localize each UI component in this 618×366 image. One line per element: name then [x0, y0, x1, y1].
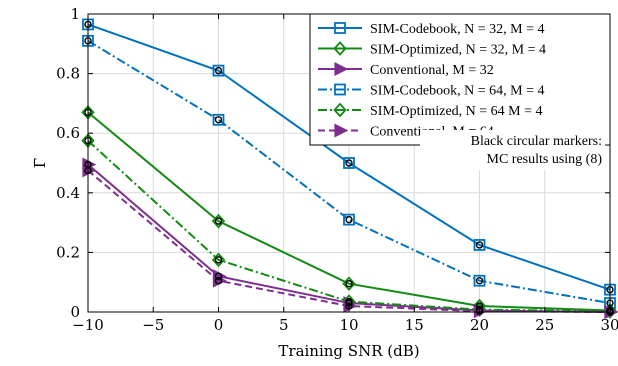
legend-marker — [334, 62, 349, 76]
mc-result-marker — [214, 66, 223, 75]
legend-marker — [334, 83, 346, 96]
series-line — [87, 111, 611, 312]
x-axis-label: Training SNR (dB) — [278, 342, 419, 360]
annotation-line: Black circular markers: — [471, 134, 602, 149]
x-tick-label: 5 — [279, 316, 289, 334]
mc-result-marker — [214, 217, 223, 225]
annotation-background — [420, 130, 605, 170]
mc-result-marker — [214, 277, 223, 285]
annotation-line: MC results using (8) — [487, 152, 603, 167]
series-6 — [82, 163, 618, 319]
x-tick-label: 30 — [600, 316, 618, 334]
data-point — [473, 274, 486, 287]
data-point — [211, 213, 226, 229]
series-line — [87, 139, 611, 313]
x-tick-label: 20 — [470, 316, 489, 334]
y-tick-label: 0.8 — [56, 65, 80, 83]
legend-marker — [333, 102, 347, 118]
data-point — [473, 239, 486, 251]
y-tick-label: 0.2 — [56, 243, 80, 261]
legend-label: SIM-Optimized, N = 32, M = 4 — [370, 43, 546, 58]
series-line — [87, 39, 611, 305]
x-tick-label: 25 — [535, 316, 554, 334]
data-point — [212, 64, 225, 77]
legend-entry: SIM-Optimized, N = 64 M = 4 — [318, 102, 543, 119]
data-point — [342, 276, 356, 292]
series-line — [87, 23, 611, 291]
data-point — [343, 157, 355, 169]
legend-marker — [333, 41, 347, 56]
annotation: Black circular markers: MC results using … — [420, 130, 605, 170]
legend-marker — [334, 22, 346, 34]
y-tick-label: 0 — [70, 303, 80, 321]
mc-result-marker — [214, 256, 223, 264]
legend-entry: SIM-Codebook, N = 32, M = 4 — [318, 22, 544, 37]
x-tick-label: 0 — [214, 316, 224, 334]
legend-entry: SIM-Codebook, N = 64, M = 4 — [318, 84, 544, 99]
y-tick-label: 0.6 — [56, 124, 80, 142]
y-axis-label: Γ̄ — [31, 158, 49, 168]
x-tick-label: 10 — [339, 316, 358, 334]
mc-result-marker — [475, 241, 484, 249]
series-1 — [82, 18, 616, 296]
data-point — [343, 213, 355, 226]
legend-label: SIM-Codebook, N = 64, M = 4 — [370, 84, 544, 99]
x-tick-label: 15 — [405, 316, 424, 334]
x-tick-label: −5 — [142, 316, 164, 334]
legend-label: Conventional, M = 32 — [370, 63, 494, 78]
legend-label: SIM-Codebook, N = 32, M = 4 — [370, 22, 544, 37]
legend-entry: Conventional, M = 32 — [318, 62, 494, 78]
tick-layer: −10 −5 0 5 10 15 20 25 30 0 0.2 0.4 0.6 0.8 1 — [56, 5, 618, 334]
mc-result-marker — [345, 297, 353, 306]
y-tick-label: 0.4 — [56, 184, 80, 202]
legend-entry: SIM-Optimized, N = 32, M = 4 — [318, 41, 546, 58]
mc-result-marker — [345, 279, 353, 288]
mc-result-marker — [345, 215, 353, 224]
y-tick-label: 1 — [70, 5, 80, 23]
mc-result-marker — [214, 272, 223, 280]
data-point — [212, 113, 225, 126]
series-3 — [82, 157, 618, 319]
legend: SIM-Codebook, N = 32, M = 4 SIM-Optimized… — [309, 13, 611, 146]
data-point — [211, 252, 226, 268]
legend-label: SIM-Optimized, N = 64 M = 4 — [370, 104, 543, 119]
mc-result-marker — [345, 159, 353, 167]
mc-result-marker — [475, 277, 484, 285]
x-tick-label: −10 — [72, 316, 104, 334]
mc-result-marker — [214, 116, 223, 124]
legend-marker — [334, 123, 349, 138]
